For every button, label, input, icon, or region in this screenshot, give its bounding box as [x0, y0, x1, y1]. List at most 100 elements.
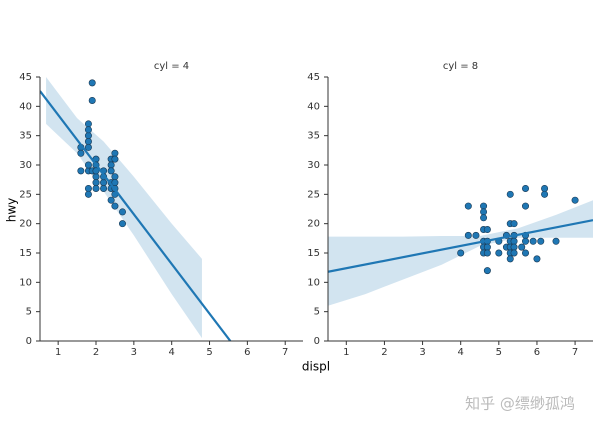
point [495, 249, 503, 257]
y-axis-label: hwy [5, 198, 19, 223]
x-tick-label: 6 [244, 347, 250, 358]
point [510, 249, 518, 257]
x-tick-label: 1 [55, 347, 61, 358]
y-tick-label: 45 [19, 72, 32, 83]
point [84, 143, 92, 151]
point [541, 184, 549, 192]
y-tick-label: 20 [307, 219, 320, 230]
x-tick-label: 4 [169, 347, 175, 358]
point [111, 149, 119, 157]
x-tick-label: 3 [419, 347, 425, 358]
point [92, 184, 100, 192]
point [464, 231, 472, 239]
regression-line [328, 219, 593, 273]
regression-line [40, 90, 232, 341]
point [518, 243, 526, 251]
point [522, 249, 530, 257]
point [552, 237, 560, 245]
point [472, 231, 480, 239]
point [118, 208, 126, 216]
confidence-band [46, 77, 202, 339]
y-tick-label: 25 [307, 189, 320, 200]
point [88, 79, 96, 87]
point [100, 179, 108, 187]
point [111, 202, 119, 210]
watermark: 知乎 @缥缈孤鸿 [465, 395, 575, 413]
point [541, 190, 549, 198]
point [537, 237, 545, 245]
y-tick-label: 35 [307, 131, 320, 142]
point [483, 249, 491, 257]
point [92, 167, 100, 175]
point [107, 167, 115, 175]
point [111, 155, 119, 163]
point [480, 208, 488, 216]
y-tick-label: 35 [19, 131, 32, 142]
x-tick-label: 5 [496, 347, 502, 358]
y-tick-label: 5 [26, 307, 32, 318]
x-axis-label: displ [302, 360, 330, 374]
point [457, 249, 465, 257]
y-tick-label: 20 [19, 219, 32, 230]
x-tick-label: 7 [282, 347, 288, 358]
point [510, 237, 518, 245]
y-tick-label: 10 [19, 277, 32, 288]
point [522, 237, 530, 245]
x-tick-label: 3 [131, 347, 137, 358]
point [84, 184, 92, 192]
point [107, 196, 115, 204]
point [483, 243, 491, 251]
point [522, 202, 530, 210]
panel-title: cyl = 8 [443, 61, 478, 72]
point [118, 220, 126, 228]
y-tick-label: 30 [19, 160, 32, 171]
y-tick-label: 0 [314, 336, 320, 347]
point [111, 173, 119, 181]
point [506, 190, 514, 198]
x-tick-label: 5 [206, 347, 212, 358]
point [88, 96, 96, 104]
y-tick-label: 40 [307, 101, 320, 112]
x-tick-label: 6 [534, 347, 540, 358]
y-tick-label: 40 [19, 101, 32, 112]
point [92, 173, 100, 181]
point [506, 255, 514, 263]
point [100, 184, 108, 192]
x-tick-label: 1 [343, 347, 349, 358]
point [92, 179, 100, 187]
x-tick-label: 4 [458, 347, 464, 358]
point [84, 190, 92, 198]
x-tick-label: 2 [93, 347, 99, 358]
point [529, 237, 537, 245]
point [483, 267, 491, 275]
panel-title: cyl = 4 [154, 61, 189, 72]
point [84, 120, 92, 128]
point [510, 220, 518, 228]
point [522, 184, 530, 192]
y-tick-label: 10 [307, 277, 320, 288]
point [510, 243, 518, 251]
plot-area [328, 184, 593, 306]
point [464, 202, 472, 210]
point [483, 226, 491, 234]
point [107, 161, 115, 169]
y-tick-label: 30 [307, 160, 320, 171]
point [84, 161, 92, 169]
y-tick-label: 15 [19, 248, 32, 259]
x-tick-label: 2 [381, 347, 387, 358]
point [84, 138, 92, 146]
y-tick-label: 15 [307, 248, 320, 259]
y-tick-label: 25 [19, 189, 32, 200]
point [84, 126, 92, 134]
point [77, 149, 85, 157]
point [77, 167, 85, 175]
point [480, 214, 488, 222]
y-tick-label: 45 [307, 72, 320, 83]
y-tick-label: 5 [314, 307, 320, 318]
plot-area [40, 77, 232, 341]
point [84, 132, 92, 140]
y-tick-label: 0 [26, 336, 32, 347]
point [571, 196, 579, 204]
point [480, 202, 488, 210]
